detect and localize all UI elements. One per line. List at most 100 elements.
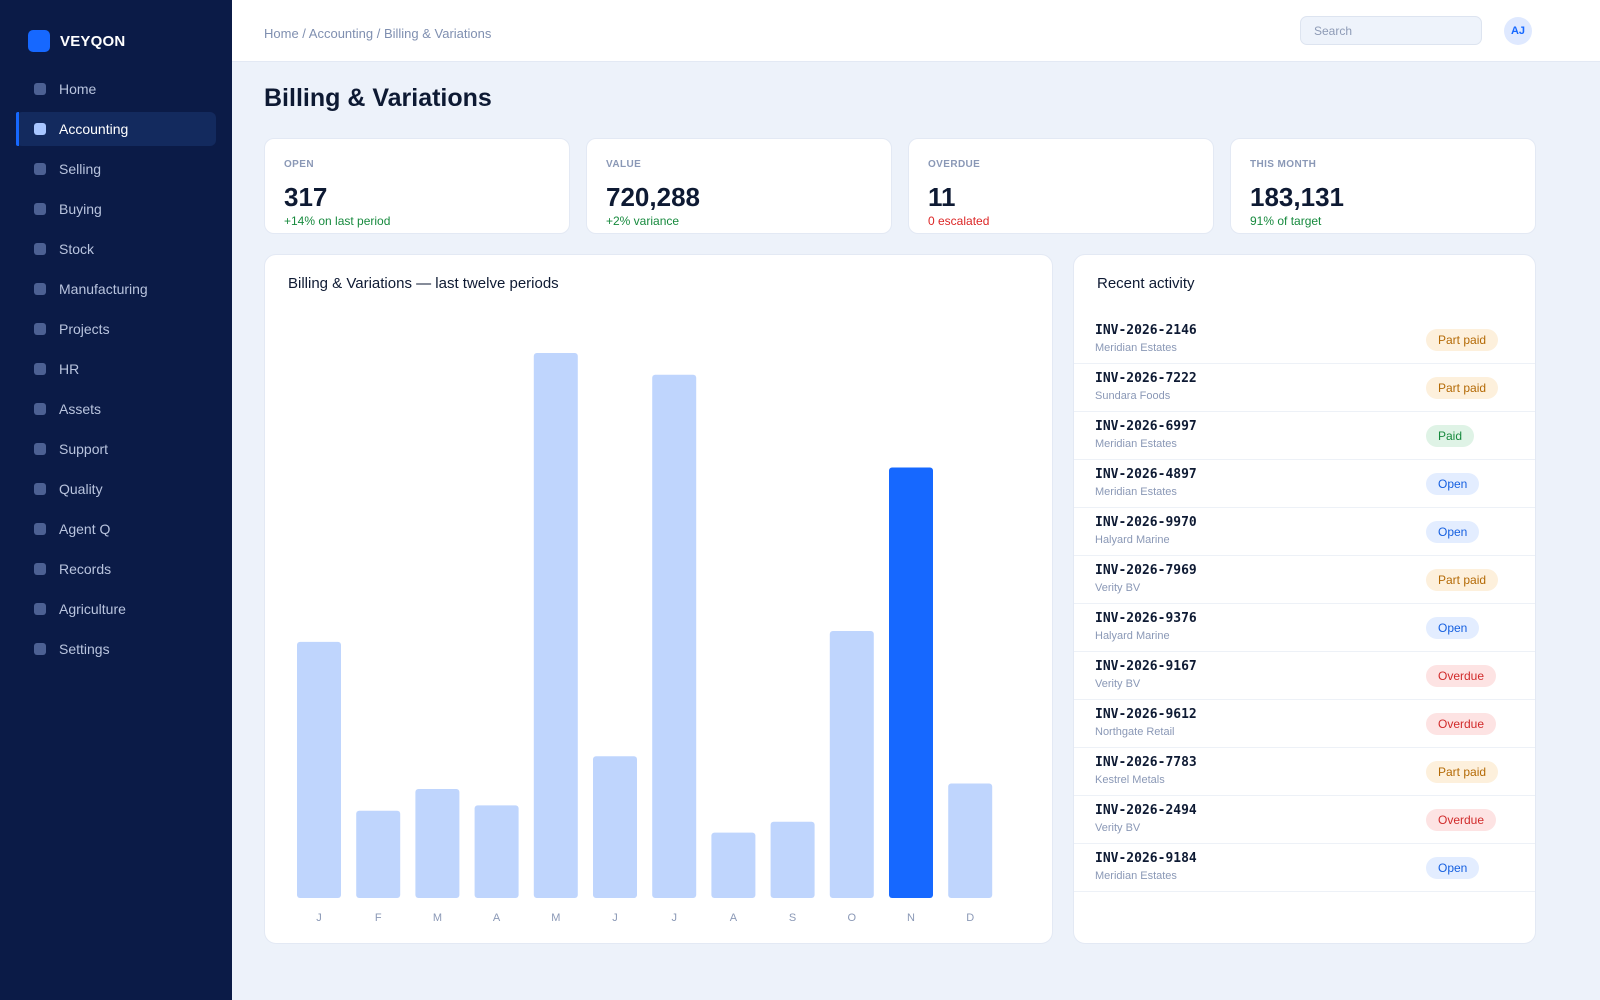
sidebar-item-label: Agent Q bbox=[59, 521, 111, 537]
activity-row[interactable]: INV-2026-9612 Northgate Retail Overdue bbox=[1074, 700, 1535, 748]
chart-bar[interactable] bbox=[474, 805, 519, 898]
sidebar-item-label: Home bbox=[59, 81, 97, 97]
sidebar-item-quality[interactable]: Quality bbox=[16, 472, 216, 506]
sidebar-item-label: Settings bbox=[59, 641, 110, 657]
status-badge: Part paid bbox=[1426, 569, 1499, 591]
kpi-card-value: VALUE 720,288 +2% variance bbox=[586, 138, 892, 234]
status-badge: Paid bbox=[1426, 425, 1475, 447]
customer-name: Meridian Estates bbox=[1095, 342, 1177, 354]
sidebar-item-manufacturing[interactable]: Manufacturing bbox=[16, 272, 216, 306]
nav-square-icon bbox=[34, 83, 46, 95]
sidebar-item-support[interactable]: Support bbox=[16, 432, 216, 466]
sidebar-item-assets[interactable]: Assets bbox=[16, 392, 216, 426]
customer-name: Verity BV bbox=[1095, 582, 1141, 594]
activity-row[interactable]: INV-2026-7969 Verity BV Part paid bbox=[1074, 556, 1535, 604]
nav-square-icon bbox=[34, 363, 46, 375]
kpi-label: OPEN bbox=[284, 159, 314, 170]
nav-square-icon bbox=[34, 523, 46, 535]
kpi-value: 317 bbox=[284, 182, 328, 212]
chart-bar[interactable] bbox=[415, 789, 460, 898]
activity-row[interactable]: INV-2026-9184 Meridian Estates Open bbox=[1074, 844, 1535, 892]
status-badge: Part paid bbox=[1426, 329, 1499, 351]
status-badge: Overdue bbox=[1426, 809, 1497, 831]
chart-bar[interactable] bbox=[593, 756, 637, 898]
sidebar-item-agriculture[interactable]: Agriculture bbox=[16, 592, 216, 626]
sidebar-item-settings[interactable]: Settings bbox=[16, 632, 216, 666]
kpi-delta: +2% variance bbox=[606, 214, 680, 228]
nav-square-icon bbox=[34, 603, 46, 615]
status-badge: Open bbox=[1426, 857, 1480, 879]
sidebar: VEYQON Home Accounting Selling Buying Stock M… bbox=[0, 0, 232, 1000]
nav-square-icon bbox=[34, 323, 46, 335]
sidebar-item-agent-q[interactable]: Agent Q bbox=[16, 512, 216, 546]
chart-bar[interactable] bbox=[889, 467, 933, 898]
chart-card: Billing & Variations — last twelve perio… bbox=[264, 254, 1053, 944]
avatar[interactable]: AJ bbox=[1504, 17, 1532, 45]
chart-bar[interactable] bbox=[533, 353, 578, 898]
chart-bar[interactable] bbox=[356, 810, 401, 898]
sidebar-item-label: Accounting bbox=[59, 121, 129, 137]
nav-square-icon bbox=[34, 643, 46, 655]
activity-row[interactable]: INV-2026-2146 Meridian Estates Part paid bbox=[1074, 316, 1535, 364]
x-tick-label: J bbox=[316, 912, 322, 924]
brand[interactable]: VEYQON bbox=[28, 30, 125, 52]
nav-square-icon bbox=[34, 163, 46, 175]
x-tick-label: S bbox=[789, 912, 796, 924]
invoice-id: INV-2026-6997 bbox=[1095, 419, 1197, 434]
chart-bar[interactable] bbox=[297, 641, 341, 898]
customer-name: Meridian Estates bbox=[1095, 870, 1177, 882]
sidebar-item-label: Selling bbox=[59, 161, 102, 177]
chart-bar[interactable] bbox=[948, 783, 993, 898]
sidebar-nav: Home Accounting Selling Buying Stock Manufact… bbox=[16, 72, 216, 672]
sidebar-item-projects[interactable]: Projects bbox=[16, 312, 216, 346]
kpi-delta: 91% of target bbox=[1250, 214, 1322, 228]
activity-row[interactable]: INV-2026-9970 Halyard Marine Open bbox=[1074, 508, 1535, 556]
status-badge: Part paid bbox=[1426, 377, 1499, 399]
kpi-label: THIS MONTH bbox=[1250, 159, 1317, 170]
nav-square-icon bbox=[34, 123, 46, 135]
invoice-id: INV-2026-2494 bbox=[1095, 803, 1197, 818]
x-tick-label: A bbox=[493, 912, 501, 924]
breadcrumb[interactable]: Home / Accounting / Billing & Variations bbox=[264, 26, 492, 41]
activity-row[interactable]: INV-2026-7222 Sundara Foods Part paid bbox=[1074, 364, 1535, 412]
kpi-label: VALUE bbox=[606, 159, 642, 170]
x-tick-label: J bbox=[671, 912, 677, 924]
sidebar-item-buying[interactable]: Buying bbox=[16, 192, 216, 226]
sidebar-item-label: Projects bbox=[59, 321, 110, 337]
sidebar-item-records[interactable]: Records bbox=[16, 552, 216, 586]
nav-square-icon bbox=[34, 243, 46, 255]
activity-list: INV-2026-2146 Meridian Estates Part paid IN… bbox=[1074, 316, 1535, 892]
activity-row[interactable]: INV-2026-9167 Verity BV Overdue bbox=[1074, 652, 1535, 700]
chart-bar[interactable] bbox=[652, 374, 697, 898]
status-badge: Overdue bbox=[1426, 665, 1497, 687]
x-tick-label: N bbox=[907, 912, 915, 924]
activity-row[interactable]: INV-2026-2494 Verity BV Overdue bbox=[1074, 796, 1535, 844]
sidebar-item-label: HR bbox=[59, 361, 80, 377]
sidebar-item-label: Stock bbox=[59, 241, 95, 257]
sidebar-item-hr[interactable]: HR bbox=[16, 352, 216, 386]
chart-bar[interactable] bbox=[829, 630, 874, 898]
activity-row[interactable]: INV-2026-7783 Kestrel Metals Part paid bbox=[1074, 748, 1535, 796]
sidebar-item-selling[interactable]: Selling bbox=[16, 152, 216, 186]
status-badge: Open bbox=[1426, 521, 1480, 543]
activity-row[interactable]: INV-2026-9376 Halyard Marine Open bbox=[1074, 604, 1535, 652]
sidebar-item-stock[interactable]: Stock bbox=[16, 232, 216, 266]
chart-bar[interactable] bbox=[711, 832, 756, 898]
sidebar-item-home[interactable]: Home bbox=[16, 72, 216, 106]
x-tick-label: D bbox=[966, 912, 974, 924]
kpi-delta: 0 escalated bbox=[928, 214, 990, 228]
invoice-id: INV-2026-7222 bbox=[1095, 371, 1197, 386]
chart-bar[interactable] bbox=[770, 821, 815, 898]
search-input[interactable] bbox=[1300, 16, 1482, 45]
invoice-id: INV-2026-7969 bbox=[1095, 563, 1197, 578]
customer-name: Kestrel Metals bbox=[1095, 774, 1165, 786]
x-tick-label: J bbox=[612, 912, 618, 924]
invoice-id: INV-2026-4897 bbox=[1095, 467, 1197, 482]
activity-row[interactable]: INV-2026-6997 Meridian Estates Paid bbox=[1074, 412, 1535, 460]
sidebar-item-accounting[interactable]: Accounting bbox=[16, 112, 216, 146]
nav-square-icon bbox=[34, 483, 46, 495]
customer-name: Verity BV bbox=[1095, 678, 1141, 690]
status-badge: Open bbox=[1426, 617, 1480, 639]
activity-row[interactable]: INV-2026-4897 Meridian Estates Open bbox=[1074, 460, 1535, 508]
page-title: Billing & Variations bbox=[264, 84, 492, 112]
